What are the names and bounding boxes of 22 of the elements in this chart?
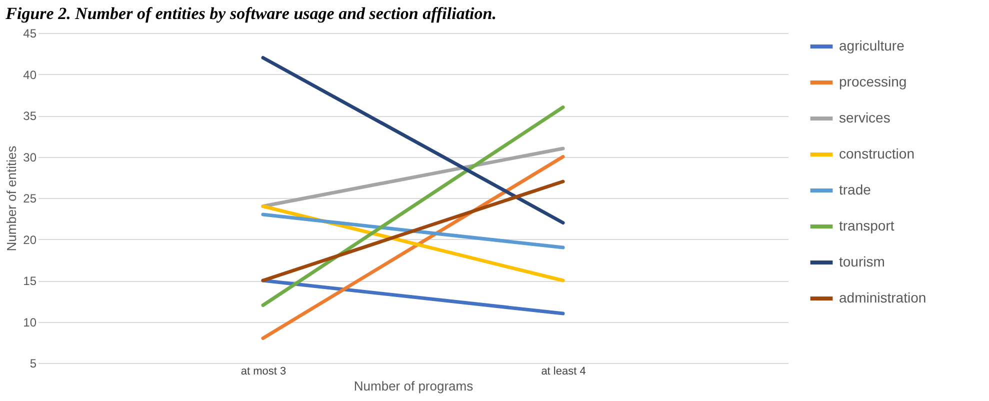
y-tick-label: 40 — [23, 68, 37, 82]
legend-label: construction — [839, 146, 914, 162]
y-tick-label: 10 — [23, 315, 37, 330]
legend-label: administration — [839, 290, 926, 306]
x-tick-label: at least 4 — [541, 366, 586, 378]
y-tick-label: 45 — [23, 26, 37, 40]
y-tick-label: 5 — [30, 356, 37, 370]
chart-title: Figure 2. Number of entities by software usage and section affiliation. — [4, 4, 496, 23]
y-tick-label: 30 — [23, 150, 37, 164]
y-tick-label: 20 — [23, 232, 37, 247]
legend-label: transport — [839, 218, 894, 234]
y-tick-label: 25 — [23, 192, 37, 206]
x-axis-title: Number of programs — [354, 378, 474, 394]
legend-label: agriculture — [839, 38, 905, 54]
legend-label: trade — [839, 182, 872, 198]
y-tick-label: 35 — [23, 109, 37, 123]
y-axis-title: Number of entities — [4, 145, 20, 252]
x-tick-label: at most 3 — [240, 366, 286, 378]
legend-label: tourism — [839, 254, 885, 270]
y-tick-label: 15 — [23, 274, 37, 288]
legend-label: processing — [839, 74, 907, 90]
legend-label: services — [839, 110, 890, 126]
